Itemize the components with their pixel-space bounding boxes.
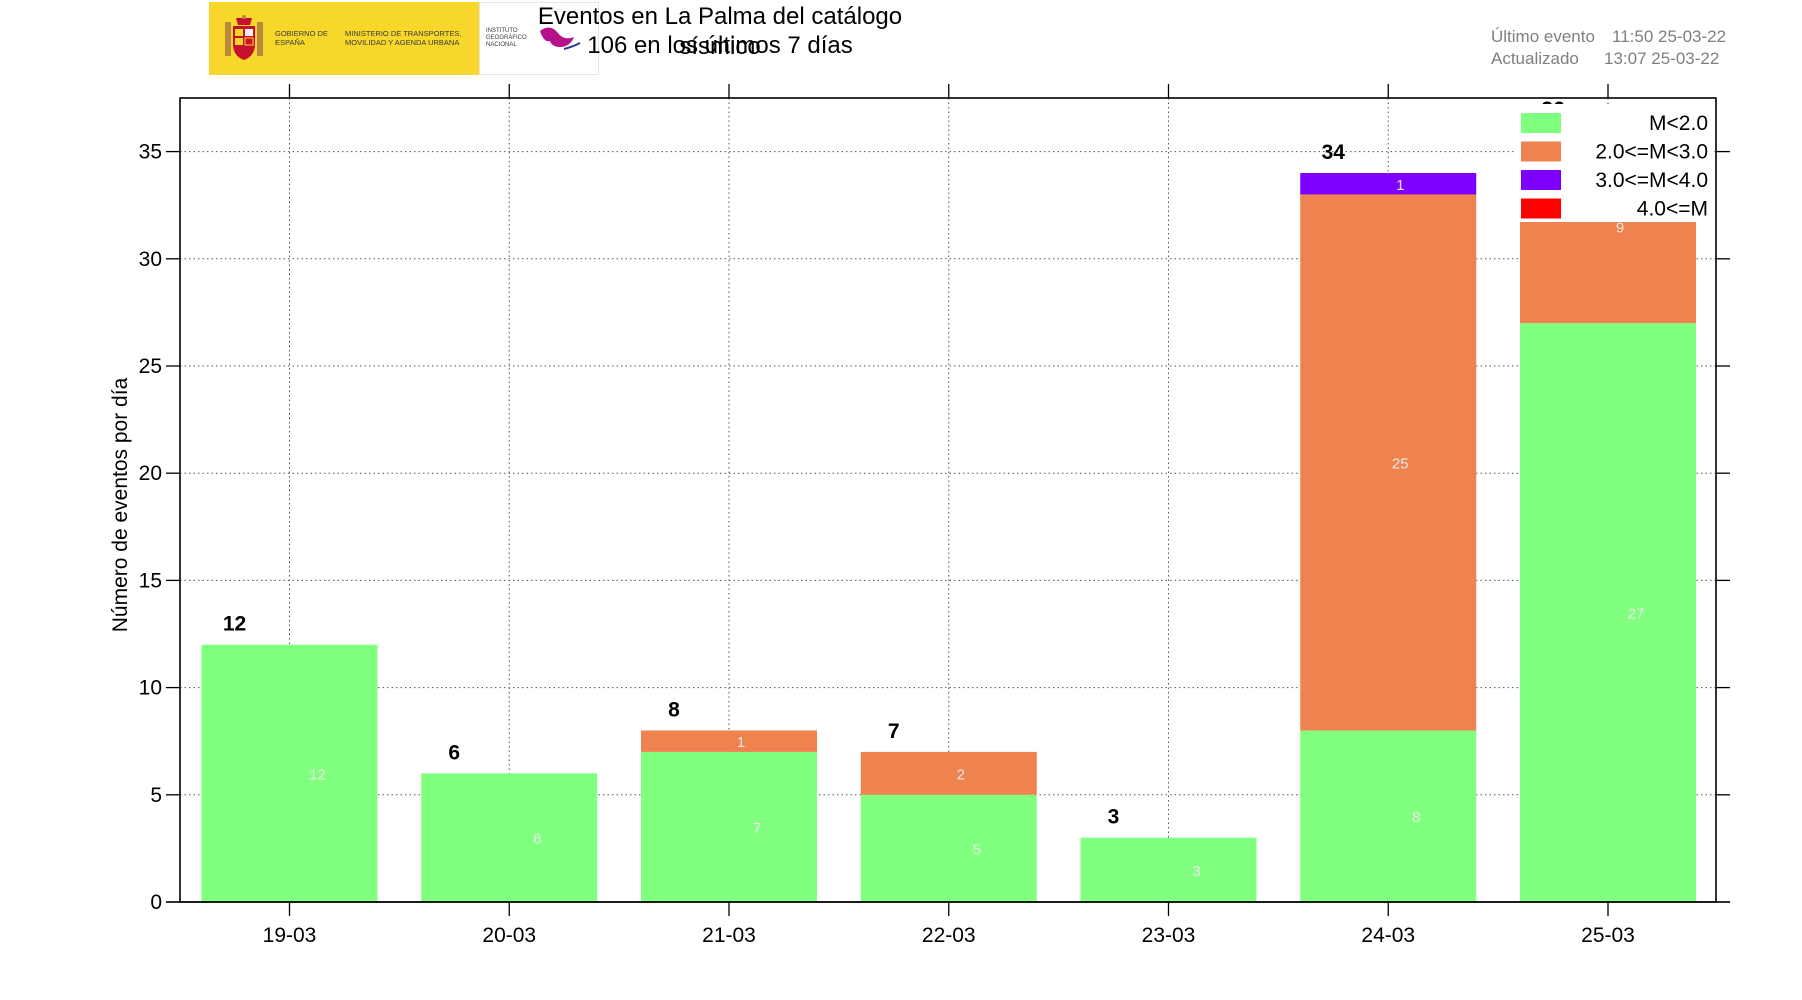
segment-value-label: 1: [737, 734, 745, 751]
segment-value-label: 7: [753, 820, 761, 837]
segment-value-label: 5: [973, 841, 981, 858]
bar-segment: [1300, 730, 1477, 902]
legend-label: 2.0<=M<3.0: [1595, 141, 1708, 164]
x-tick-label: 19-03: [263, 924, 317, 947]
legend-label: 3.0<=M<4.0: [1595, 169, 1708, 192]
bar-total-label: 12: [223, 613, 246, 636]
y-tick-label: 30: [139, 248, 162, 271]
institution-logo: GOBIERNO DE ESPAÑA MINISTERIO DE TRANSPO…: [209, 2, 599, 75]
segment-value-label: 6: [533, 831, 541, 848]
y-tick-label: 10: [139, 677, 162, 700]
segment-value-label: 1: [1396, 177, 1404, 194]
segment-value-label: 2: [957, 766, 965, 783]
last-event-label: Último evento: [1491, 27, 1595, 46]
x-tick-label: 25-03: [1581, 924, 1635, 947]
segment-value-label: 12: [309, 766, 326, 783]
bar-total-label: 6: [448, 741, 460, 764]
y-tick-label: 15: [139, 569, 162, 592]
bar-segment: [641, 730, 817, 752]
bar-segment: [1300, 173, 1477, 195]
instituto-text: INSTITUTO GEOGRÁFICO NACIONAL: [486, 28, 527, 48]
legend-swatch: [1521, 198, 1561, 219]
y-tick-label: 5: [150, 784, 162, 807]
bar-segment: [641, 751, 817, 902]
legend-swatch: [1521, 141, 1561, 162]
updated-value: 13:07 25-03-22: [1604, 49, 1720, 68]
ign-emblem-icon: [540, 26, 581, 50]
bar-total-label: 3: [1108, 806, 1120, 829]
x-tick-label: 22-03: [922, 924, 976, 947]
ministerio-text: MINISTERIO DE TRANSPORTES, MOVILIDAD Y A…: [345, 29, 462, 47]
government-logo-band: GOBIERNO DE ESPAÑA MINISTERIO DE TRANSPO…: [209, 2, 479, 75]
x-tick-label: 20-03: [482, 924, 536, 947]
last-event-value: 11:50 25-03-22: [1612, 27, 1727, 46]
y-tick-label: 20: [139, 462, 162, 485]
y-tick-label: 35: [139, 141, 162, 164]
y-tick-label: 0: [150, 891, 162, 914]
x-tick-label: 21-03: [702, 924, 756, 947]
legend: M<2.0 2.0<=M<3.0 3.0<=M<4.0 4.0<=M: [1516, 104, 1712, 222]
chart-subtitle: 106 en los últimos 7 días: [587, 32, 853, 59]
bar-segment: [1080, 837, 1257, 902]
bar-segment: [860, 751, 1037, 795]
segment-value-label: 8: [1412, 809, 1420, 826]
x-tick-label: 23-03: [1142, 924, 1196, 947]
segment-value-label: 27: [1628, 606, 1645, 623]
bar-segment: [860, 794, 1037, 902]
segment-value-label: 3: [1192, 863, 1200, 880]
segment-value-label: 9: [1616, 220, 1624, 237]
y-axis-title: Número de eventos por día: [109, 377, 132, 632]
bar-segment: [201, 644, 378, 902]
updated-label: Actualizado: [1491, 49, 1579, 68]
bar-total-label: 34: [1322, 141, 1346, 164]
chart-title: Eventos en La Palma del catálogo sísmico: [537, 3, 903, 60]
legend-label: M<2.0: [1649, 112, 1708, 135]
bar-series: [201, 130, 1696, 902]
coat-of-arms-icon: [225, 14, 263, 60]
x-tick-label: 24-03: [1361, 924, 1415, 947]
segment-value-label: 25: [1392, 455, 1409, 472]
bar-segment: [1300, 194, 1477, 731]
legend-swatch: [1521, 113, 1561, 133]
bar-total-label: 7: [888, 720, 900, 743]
legend-label: 4.0<=M: [1637, 198, 1708, 221]
bar-segment: [1520, 323, 1696, 902]
legend-swatch: [1521, 170, 1561, 190]
gobierno-text: GOBIERNO DE ESPAÑA: [275, 29, 328, 47]
ign-logo-band: INSTITUTO GEOGRÁFICO NACIONAL: [479, 2, 599, 75]
bar-total-label: 8: [668, 698, 680, 721]
bar-segment: [421, 773, 598, 902]
y-tick-label: 25: [139, 355, 162, 378]
